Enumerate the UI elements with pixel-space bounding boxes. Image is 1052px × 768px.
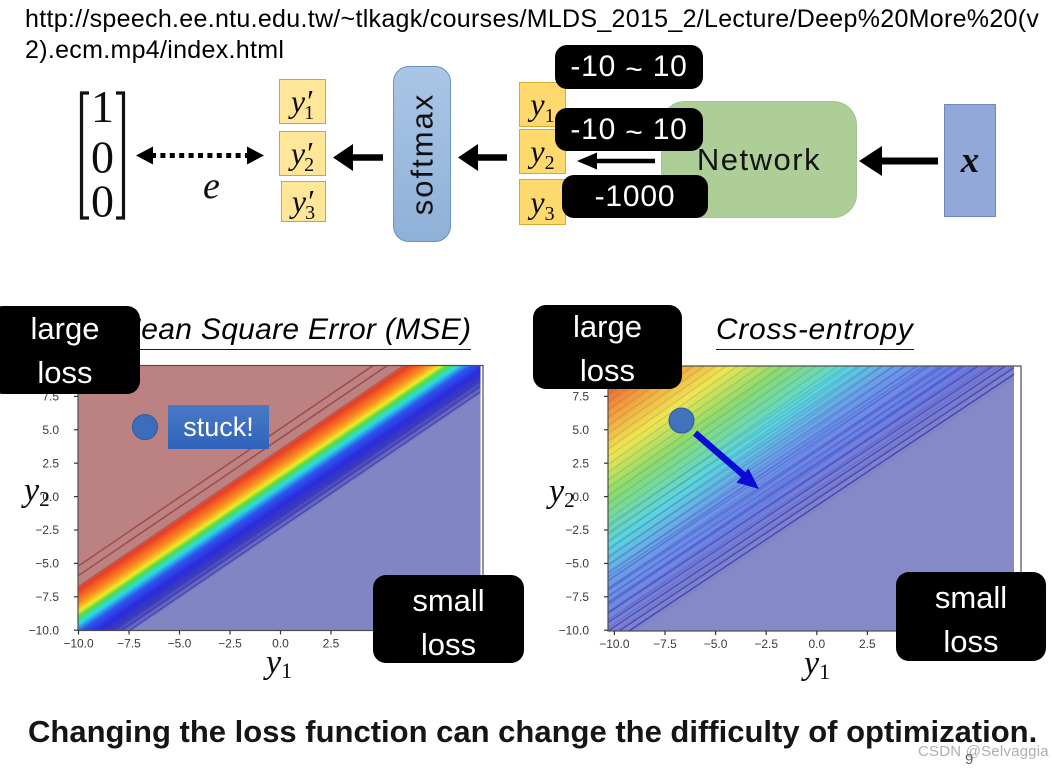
svg-text:−10.0: −10.0: [63, 637, 94, 651]
svg-text:0: 0: [91, 132, 114, 183]
svg-text:0: 0: [91, 176, 114, 227]
svg-text:−2.5: −2.5: [565, 523, 589, 537]
svg-text:−2.5: −2.5: [218, 637, 242, 651]
svg-text:7.5: 7.5: [572, 390, 589, 404]
svg-text:−10.0: −10.0: [599, 637, 630, 651]
svg-text:−7.5: −7.5: [35, 590, 59, 604]
svg-text:−10.0: −10.0: [559, 623, 590, 637]
svg-text:−5.0: −5.0: [565, 557, 589, 571]
svg-text:−5.0: −5.0: [168, 637, 192, 651]
svg-text:−5.0: −5.0: [35, 557, 59, 571]
svg-text:−7.5: −7.5: [653, 637, 677, 651]
svg-text:−5.0: −5.0: [704, 637, 728, 651]
svg-text:2.5: 2.5: [42, 456, 59, 470]
svg-text:−10.0: −10.0: [29, 623, 60, 637]
svg-text:0.0: 0.0: [272, 637, 289, 651]
svg-text:−7.5: −7.5: [565, 590, 589, 604]
svg-text:−2.5: −2.5: [754, 637, 778, 651]
svg-text:0.0: 0.0: [808, 637, 825, 651]
svg-text:0.0: 0.0: [572, 490, 589, 504]
svg-text:5.0: 5.0: [572, 423, 589, 437]
svg-text:2.5: 2.5: [323, 637, 340, 651]
svg-text:−7.5: −7.5: [117, 637, 141, 651]
svg-text:5.0: 5.0: [42, 423, 59, 437]
svg-text:2.5: 2.5: [572, 456, 589, 470]
svg-text:−2.5: −2.5: [35, 523, 59, 537]
svg-text:0.0: 0.0: [42, 490, 59, 504]
svg-text:e: e: [203, 165, 220, 207]
svg-text:1: 1: [91, 81, 114, 132]
svg-text:2.5: 2.5: [859, 637, 876, 651]
